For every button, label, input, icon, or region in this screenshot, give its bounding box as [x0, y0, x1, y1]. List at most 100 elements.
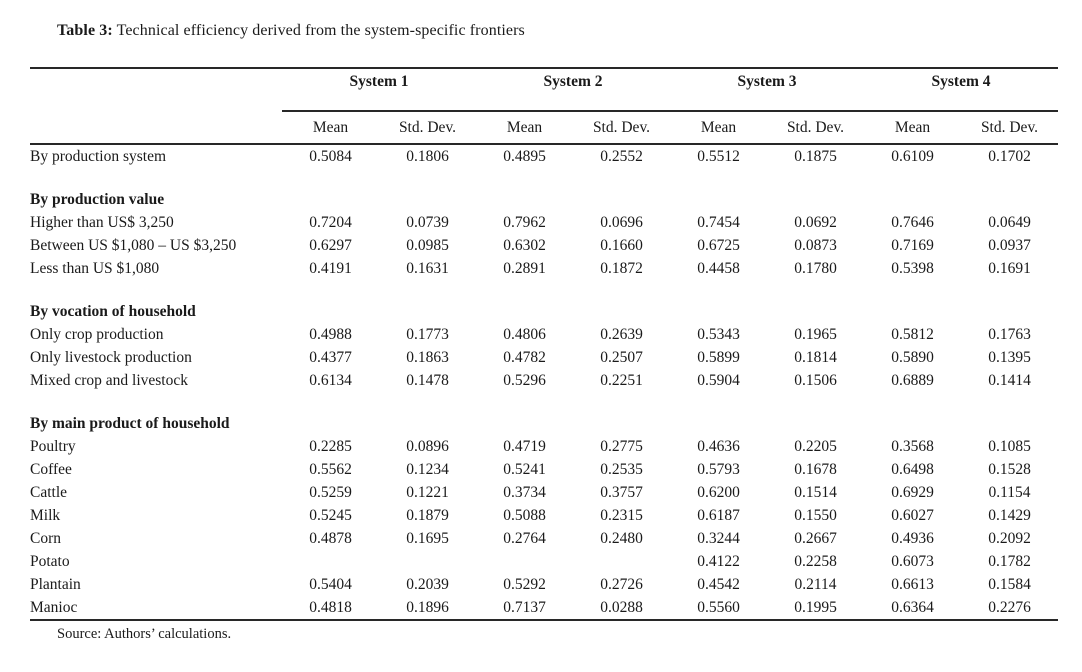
- value-cell: [767, 300, 864, 323]
- value-cell: [379, 550, 476, 573]
- value-cell: 0.3757: [600, 483, 643, 501]
- value-cell: 0.4377: [309, 348, 352, 366]
- row-label: By production value: [30, 190, 165, 208]
- value-cell: 0.7204: [309, 213, 352, 231]
- value-cell: [379, 412, 476, 435]
- table-row: Potato 0.4122 0.2258 0.6073 0.1782: [30, 550, 1058, 573]
- mean-header: Mean: [476, 111, 573, 145]
- value-cell: 0.4878: [309, 529, 352, 547]
- value-cell: 0.5904: [697, 371, 740, 389]
- system-1-header: System 1: [282, 67, 476, 112]
- row-label: Poultry: [30, 437, 76, 455]
- stddev-header: Std. Dev.: [767, 111, 864, 145]
- row-label: Less than US $1,080: [30, 259, 160, 277]
- system-2-header: System 2: [476, 67, 670, 112]
- value-cell: 0.2276: [988, 598, 1031, 616]
- mean-header: Mean: [282, 111, 379, 145]
- value-cell: 0.7454: [697, 213, 740, 231]
- value-cell: 0.1782: [988, 552, 1031, 570]
- value-cell: 0.1678: [794, 460, 837, 478]
- value-cell: 0.0696: [600, 213, 643, 231]
- spacer-cell: [30, 392, 1058, 412]
- spacer-row: [30, 168, 1058, 188]
- value-cell: 0.1773: [406, 325, 449, 343]
- value-cell: [476, 550, 573, 573]
- section-row: By vocation of household: [30, 300, 1058, 323]
- value-cell: [476, 188, 573, 211]
- value-cell: 0.1660: [600, 236, 643, 254]
- mean-header: Mean: [670, 111, 767, 145]
- value-cell: 0.6889: [891, 371, 934, 389]
- value-cell: 0.5296: [503, 371, 546, 389]
- row-label: By production system: [30, 147, 167, 165]
- value-cell: 0.6725: [697, 236, 740, 254]
- table-row: Corn 0.4878 0.1695 0.2764 0.2480 0.3244 0.2667…: [30, 527, 1058, 550]
- value-cell: [573, 412, 670, 435]
- value-cell: 0.1506: [794, 371, 837, 389]
- value-cell: [282, 188, 379, 211]
- value-cell: 0.0873: [794, 236, 837, 254]
- table-row: Poultry 0.2285 0.0896 0.4719 0.2775 0.4636 0.2…: [30, 435, 1058, 458]
- row-label: Corn: [30, 529, 61, 547]
- value-cell: 0.4191: [309, 259, 352, 277]
- row-label: Cattle: [30, 483, 68, 501]
- value-cell: 0.3244: [697, 529, 740, 547]
- value-cell: 0.3734: [503, 483, 546, 501]
- table-row: Only crop production 0.4988 0.1773 0.4806 0.…: [30, 323, 1058, 346]
- value-cell: [864, 300, 961, 323]
- value-cell: [670, 412, 767, 435]
- value-cell: 0.5245: [309, 506, 352, 524]
- value-cell: 0.6027: [891, 506, 934, 524]
- value-cell: 0.5084: [309, 147, 352, 165]
- value-cell: [476, 300, 573, 323]
- value-cell: [476, 412, 573, 435]
- value-cell: 0.7169: [891, 236, 934, 254]
- corner-cell: [30, 67, 282, 111]
- label-column-header: [30, 111, 282, 145]
- value-cell: 0.1221: [406, 483, 449, 501]
- value-cell: 0.4818: [309, 598, 352, 616]
- value-cell: 0.1584: [988, 575, 1031, 593]
- value-cell: 0.1631: [406, 259, 449, 277]
- value-cell: [282, 550, 379, 573]
- value-cell: 0.0937: [988, 236, 1031, 254]
- stddev-header: Std. Dev.: [961, 111, 1058, 145]
- value-cell: 0.1429: [988, 506, 1031, 524]
- value-cell: 0.4988: [309, 325, 352, 343]
- value-cell: 0.6073: [891, 552, 934, 570]
- value-cell: 0.2552: [600, 147, 643, 165]
- table-row: By production system 0.5084 0.1806 0.4895 0.…: [30, 144, 1058, 168]
- value-cell: 0.5241: [503, 460, 546, 478]
- value-cell: 0.7646: [891, 213, 934, 231]
- system-3-header: System 3: [670, 67, 864, 112]
- value-cell: 0.1806: [406, 147, 449, 165]
- value-cell: 0.1695: [406, 529, 449, 547]
- value-cell: 0.5890: [891, 348, 934, 366]
- value-cell: 0.4636: [697, 437, 740, 455]
- value-cell: 0.5343: [697, 325, 740, 343]
- value-cell: 0.4542: [697, 575, 740, 593]
- value-cell: 0.2726: [600, 575, 643, 593]
- row-label: Mixed crop and livestock: [30, 371, 188, 389]
- value-cell: 0.6297: [309, 236, 352, 254]
- row-label: Plantain: [30, 575, 81, 593]
- value-cell: 0.0692: [794, 213, 837, 231]
- system-4-header: System 4: [864, 67, 1058, 112]
- spacer-row: [30, 392, 1058, 412]
- value-cell: 0.5398: [891, 259, 934, 277]
- value-cell: 0.1863: [406, 348, 449, 366]
- value-cell: 0.2891: [503, 259, 546, 277]
- value-cell: 0.2639: [600, 325, 643, 343]
- value-cell: 0.2258: [794, 552, 837, 570]
- value-cell: 0.2535: [600, 460, 643, 478]
- value-cell: [379, 188, 476, 211]
- value-cell: 0.1514: [794, 483, 837, 501]
- value-cell: 0.1550: [794, 506, 837, 524]
- table-row: Between US $1,080 – US $3,250 0.6297 0.098…: [30, 234, 1058, 257]
- value-cell: 0.1814: [794, 348, 837, 366]
- value-cell: [573, 300, 670, 323]
- value-cell: [379, 300, 476, 323]
- value-cell: 0.1414: [988, 371, 1031, 389]
- value-cell: 0.6187: [697, 506, 740, 524]
- value-cell: 0.1691: [988, 259, 1031, 277]
